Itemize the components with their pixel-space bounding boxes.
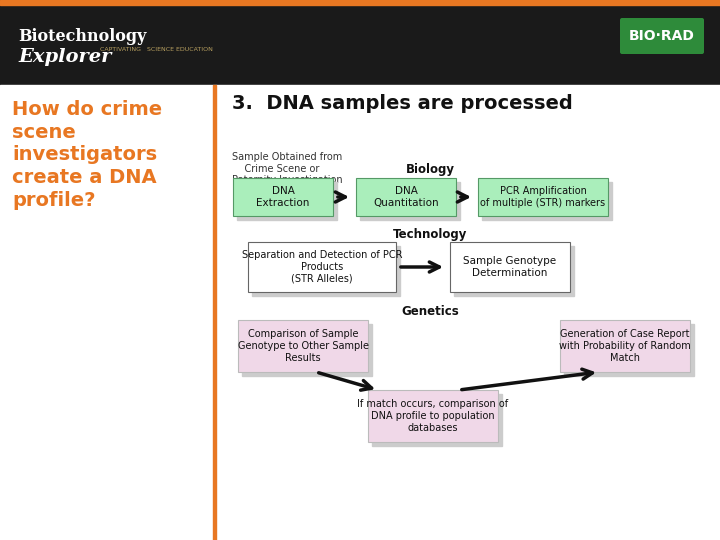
Text: 3.  DNA samples are processed: 3. DNA samples are processed	[232, 94, 572, 113]
Text: Biology: Biology	[405, 163, 454, 176]
FancyBboxPatch shape	[356, 178, 456, 216]
Text: PCR Amplification
of multiple (STR) markers: PCR Amplification of multiple (STR) mark…	[480, 186, 606, 208]
Text: Genetics: Genetics	[401, 305, 459, 318]
Text: Sample Obtained from
    Crime Scene or
Paternity Investigation: Sample Obtained from Crime Scene or Pate…	[232, 152, 343, 185]
Bar	[372, 394, 502, 446]
Bar	[564, 324, 694, 376]
FancyBboxPatch shape	[233, 178, 333, 216]
FancyBboxPatch shape	[450, 242, 570, 292]
Bar	[360, 182, 460, 220]
FancyBboxPatch shape	[478, 178, 608, 216]
Bar	[0, 85, 216, 540]
Bar	[213, 85, 216, 540]
FancyBboxPatch shape	[248, 242, 396, 292]
Text: Biotechnology: Biotechnology	[18, 28, 146, 45]
Bar	[0, 0, 720, 85]
FancyBboxPatch shape	[238, 320, 368, 372]
Text: Separation and Detection of PCR
Products
(STR Alleles): Separation and Detection of PCR Products…	[242, 251, 402, 284]
Text: DNA
Quantitation: DNA Quantitation	[373, 186, 438, 208]
Text: Comparison of Sample
Genotype to Other Sample
Results: Comparison of Sample Genotype to Other S…	[238, 329, 369, 362]
Bar	[0, 0, 720, 5]
Text: CAPTIVATING   SCIENCE EDUCATION: CAPTIVATING SCIENCE EDUCATION	[100, 47, 213, 52]
Text: If match occurs, comparison of
DNA profile to population
databases: If match occurs, comparison of DNA profi…	[357, 400, 508, 433]
FancyBboxPatch shape	[620, 18, 704, 54]
Bar	[454, 246, 574, 296]
Text: Generation of Case Report
with Probability of Random
Match: Generation of Case Report with Probabili…	[559, 329, 691, 362]
Bar	[252, 246, 400, 296]
Bar	[242, 324, 372, 376]
Text: Technology: Technology	[393, 228, 467, 241]
Text: Sample Genotype
Determination: Sample Genotype Determination	[464, 256, 557, 278]
Bar	[482, 182, 612, 220]
Bar	[216, 85, 720, 540]
FancyBboxPatch shape	[560, 320, 690, 372]
FancyBboxPatch shape	[368, 390, 498, 442]
Bar	[237, 182, 337, 220]
Text: DNA
Extraction: DNA Extraction	[256, 186, 310, 208]
Text: How do crime
scene
investigators
create a DNA
profile?: How do crime scene investigators create …	[12, 100, 162, 210]
Text: Explorer: Explorer	[18, 48, 112, 66]
Text: BIO·RAD: BIO·RAD	[629, 29, 695, 43]
